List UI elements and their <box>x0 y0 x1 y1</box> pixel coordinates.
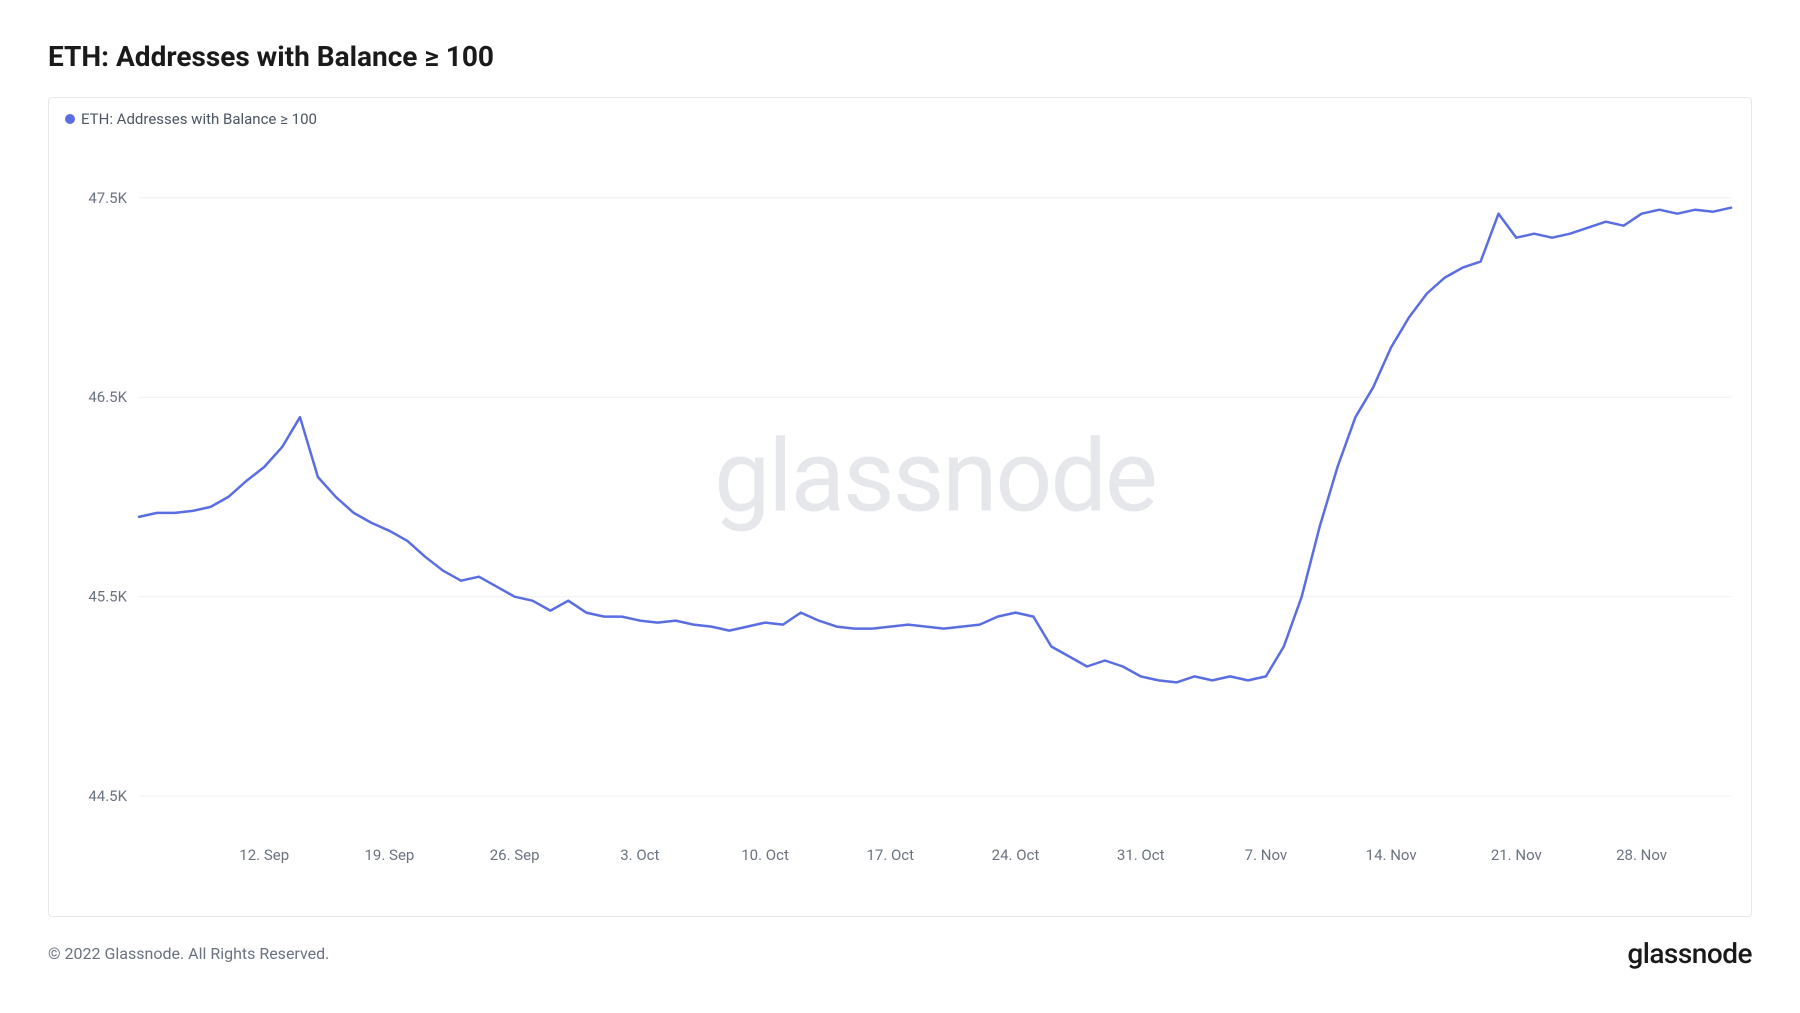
series-line <box>139 208 1731 683</box>
x-tick-label: 10. Oct <box>741 846 789 864</box>
x-tick-label: 19. Sep <box>365 846 415 864</box>
x-tick-label: 14. Nov <box>1366 846 1417 864</box>
y-tick-label: 45.5K <box>88 588 127 606</box>
copyright-text: © 2022 Glassnode. All Rights Reserved. <box>48 944 329 963</box>
x-tick-label: 24. Oct <box>992 846 1040 864</box>
x-tick-label: 26. Sep <box>490 846 540 864</box>
x-tick-label: 12. Sep <box>239 846 289 864</box>
x-tick-label: 28. Nov <box>1616 846 1667 864</box>
chart-frame: ETH: Addresses with Balance ≥ 100 glassn… <box>48 97 1752 917</box>
x-tick-label: 31. Oct <box>1117 846 1165 864</box>
y-tick-label: 47.5K <box>88 189 127 207</box>
brand-logo: glassnode <box>1627 937 1752 970</box>
x-tick-label: 21. Nov <box>1491 846 1542 864</box>
footer: © 2022 Glassnode. All Rights Reserved. g… <box>48 937 1752 970</box>
chart-svg: 44.5K45.5K46.5K47.5K12. Sep19. Sep26. Se… <box>139 118 1731 866</box>
y-tick-label: 46.5K <box>88 388 127 406</box>
x-tick-label: 7. Nov <box>1245 846 1288 864</box>
legend-label: ETH: Addresses with Balance ≥ 100 <box>81 110 317 128</box>
legend-dot-icon <box>65 114 75 124</box>
plot-area: glassnode 44.5K45.5K46.5K47.5K12. Sep19.… <box>139 118 1731 866</box>
legend: ETH: Addresses with Balance ≥ 100 <box>65 110 317 128</box>
y-tick-label: 44.5K <box>88 787 127 805</box>
chart-title: ETH: Addresses with Balance ≥ 100 <box>48 40 1752 73</box>
x-tick-label: 3. Oct <box>620 846 659 864</box>
x-tick-label: 17. Oct <box>866 846 914 864</box>
